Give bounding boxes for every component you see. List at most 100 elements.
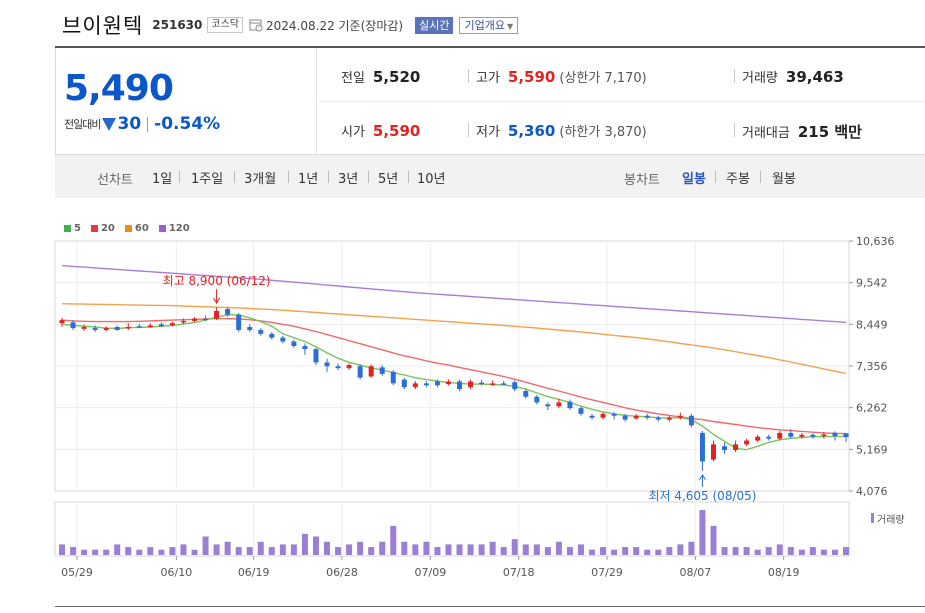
volume-bar bbox=[335, 547, 342, 555]
volume-bar bbox=[70, 547, 77, 555]
period-3y[interactable]: 3년 bbox=[338, 172, 359, 187]
candle-body bbox=[666, 417, 672, 420]
period-1w[interactable]: 1주일 bbox=[191, 172, 224, 187]
period-5y[interactable]: 5년 bbox=[378, 172, 399, 187]
volume-bar bbox=[357, 541, 364, 555]
volume-bar bbox=[368, 547, 375, 555]
period-1d[interactable]: 1일 bbox=[152, 172, 173, 187]
candle-down bbox=[136, 323, 142, 329]
candle-up bbox=[445, 379, 451, 386]
candle-down bbox=[70, 320, 76, 331]
candle-down bbox=[269, 331, 275, 340]
candle-up bbox=[346, 363, 352, 371]
volume-bar bbox=[412, 544, 419, 555]
candle-body bbox=[600, 413, 606, 418]
candle-body bbox=[346, 365, 352, 369]
y-tick-label: 10,636 bbox=[856, 235, 895, 248]
candle-weekly[interactable]: 주봉 bbox=[726, 172, 750, 187]
stat-separator bbox=[734, 123, 735, 137]
volume-bar bbox=[147, 547, 154, 555]
candle-body bbox=[335, 366, 341, 369]
candle-body bbox=[368, 366, 374, 377]
candle-down bbox=[457, 379, 463, 391]
prev-close-value: 5,520 bbox=[372, 68, 421, 86]
lower-limit: (하한가 3,870) bbox=[559, 125, 647, 140]
volume-bar bbox=[423, 541, 430, 555]
candle-monthly[interactable]: 월봉 bbox=[772, 172, 796, 187]
candle-body bbox=[578, 408, 584, 414]
candle-up bbox=[368, 364, 374, 378]
low-arrow-head bbox=[699, 473, 706, 481]
candle-daily[interactable]: 일봉 bbox=[682, 172, 706, 187]
candle-down bbox=[622, 413, 628, 422]
stat-low: 저가 5,360 (하한가 3,870) bbox=[476, 121, 647, 140]
candle-body bbox=[302, 346, 308, 350]
candle-body bbox=[733, 444, 739, 451]
candle-body bbox=[622, 415, 628, 420]
candle-up bbox=[799, 432, 805, 439]
candle-down bbox=[523, 389, 529, 399]
candle-body bbox=[203, 318, 209, 321]
period-10y[interactable]: 10년 bbox=[417, 172, 446, 187]
candle-body bbox=[633, 415, 639, 419]
volume-value: 39,463 bbox=[785, 68, 844, 86]
candle-body bbox=[81, 326, 87, 329]
volume-bar bbox=[787, 547, 794, 555]
legend-label: 20 bbox=[100, 223, 115, 234]
candle-down bbox=[479, 379, 485, 386]
stat-separator bbox=[734, 69, 735, 83]
y-tick-label: 4,076 bbox=[856, 485, 888, 498]
period-1y[interactable]: 1년 bbox=[298, 172, 319, 187]
y-tick-label: 5,169 bbox=[856, 443, 888, 456]
legend-label: 5 bbox=[74, 223, 81, 234]
candle-down bbox=[434, 379, 440, 388]
candle-up bbox=[490, 380, 496, 387]
change-label: 전일대비 bbox=[64, 118, 101, 131]
price-summary: 5,490 전일대비 30 -0.54% 전일 5,520 고가 5,590 (… bbox=[55, 48, 925, 154]
volume-bar bbox=[765, 547, 772, 555]
volume-bar bbox=[401, 541, 408, 555]
candle-body bbox=[655, 417, 661, 420]
legend-label: 120 bbox=[168, 223, 190, 234]
candle-down bbox=[810, 432, 816, 439]
candle-down bbox=[843, 433, 849, 443]
volume-bar bbox=[324, 541, 331, 555]
period-separator bbox=[234, 171, 235, 183]
company-info-dropdown[interactable]: 기업개요 ▼ bbox=[459, 16, 519, 34]
candle-down bbox=[567, 399, 573, 411]
volume-bar bbox=[81, 549, 88, 555]
down-triangle-icon bbox=[102, 117, 117, 131]
candle-body bbox=[236, 314, 242, 331]
candle-down bbox=[335, 363, 341, 371]
candle-body bbox=[247, 326, 253, 331]
volume-bar bbox=[677, 544, 684, 555]
volume-bar bbox=[500, 547, 507, 555]
candle-body bbox=[214, 310, 220, 319]
candle-body bbox=[158, 324, 164, 327]
candle-body bbox=[445, 381, 451, 385]
candle-up bbox=[214, 307, 220, 321]
candle-body bbox=[799, 434, 805, 437]
stock-header: 브이원텍 251630 코스닥 2024.08.22 기준(장마감) 실시간 기… bbox=[62, 10, 519, 40]
x-tick-label: 08/19 bbox=[768, 566, 800, 579]
legend-ma60: 60 bbox=[124, 223, 149, 234]
candle-down bbox=[766, 434, 772, 441]
candle-down bbox=[512, 380, 518, 391]
legend-swatch bbox=[64, 225, 71, 232]
y-tick-label: 7,356 bbox=[856, 360, 888, 373]
candle-down bbox=[401, 377, 407, 390]
candle-body bbox=[457, 381, 463, 390]
price-change: 전일대비 30 -0.54% bbox=[64, 114, 220, 134]
candle-body bbox=[589, 415, 595, 418]
period-3m[interactable]: 3개월 bbox=[244, 172, 277, 187]
low-value: 5,360 bbox=[507, 122, 556, 140]
realtime-button[interactable]: 실시간 bbox=[415, 16, 454, 34]
volume-bar bbox=[831, 549, 838, 555]
candle-body bbox=[843, 433, 849, 438]
candle-down bbox=[280, 335, 286, 344]
legend-ma5: 5 bbox=[64, 223, 81, 234]
x-tick-label: 07/18 bbox=[503, 566, 535, 579]
period-selector: 선차트 1일 1주일 3개월 1년 3년 5년 10년 봉차트 일봉 주봉 월봉 bbox=[55, 154, 925, 198]
